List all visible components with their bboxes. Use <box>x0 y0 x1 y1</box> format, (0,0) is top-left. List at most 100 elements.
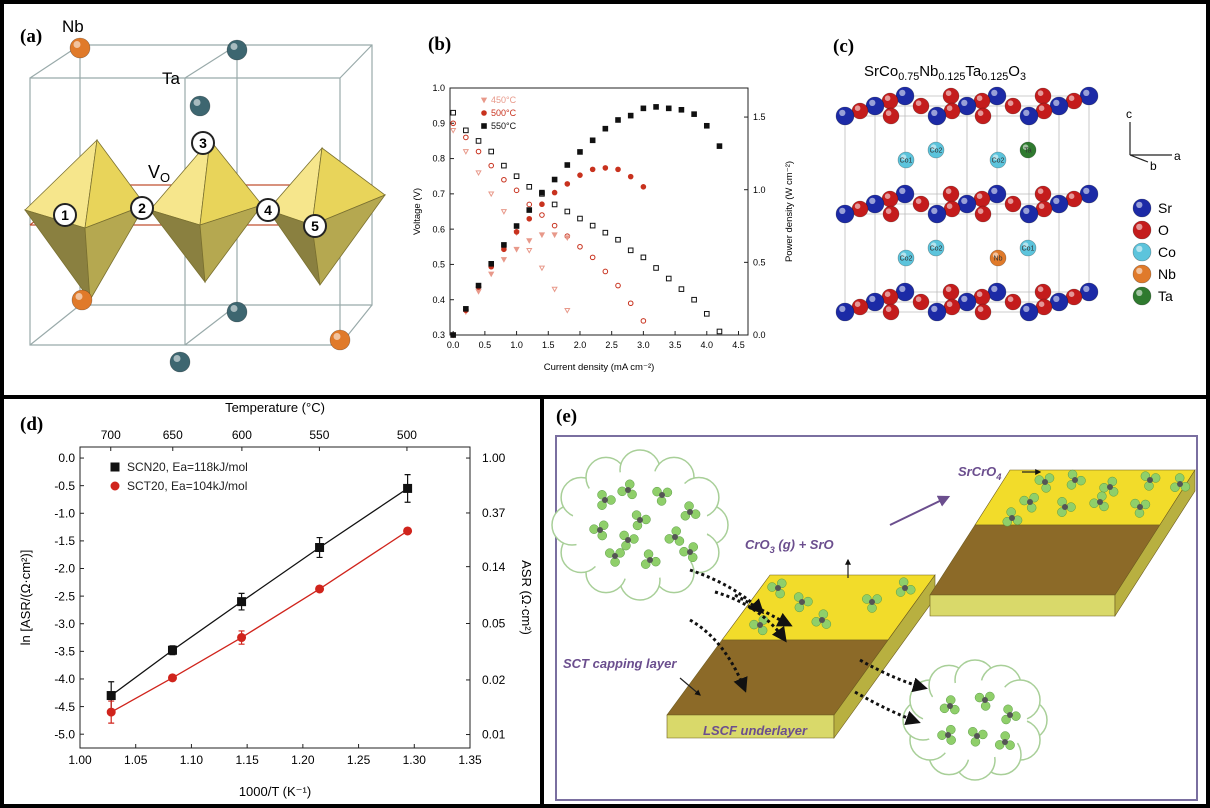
y2-tick-label: 0.02 <box>482 673 506 687</box>
atom-label: Co1 <box>1022 246 1035 253</box>
cr-ball <box>1107 484 1113 490</box>
o-atom-highlight <box>885 95 891 101</box>
o-atom-highlight <box>978 110 984 116</box>
formula-part: V <box>148 162 160 182</box>
marker <box>502 210 507 214</box>
y-tick-label: -2.5 <box>54 589 75 603</box>
sr-atom-highlight <box>1083 188 1089 194</box>
o-atom-highlight <box>916 100 922 106</box>
x-tick-label: 1.0 <box>510 340 523 350</box>
marker <box>603 166 608 171</box>
sr-atom <box>836 107 854 125</box>
x-tick-label: 1.35 <box>458 753 482 767</box>
sr-atom <box>896 283 914 301</box>
sr-atom-highlight <box>931 110 937 116</box>
sr-atom <box>866 195 884 213</box>
chart: 1.001.051.101.151.201.251.301.350.0-0.5-… <box>18 400 534 799</box>
cr-ball <box>819 617 825 623</box>
o-atom <box>1005 196 1021 212</box>
formula-part: SrCo <box>864 63 898 80</box>
cr-ball <box>597 527 603 533</box>
sr-atom-highlight <box>869 100 875 106</box>
o-atom-highlight <box>1039 203 1045 209</box>
y-tick-label: -1.0 <box>54 506 75 520</box>
o-atom <box>943 186 959 202</box>
marker <box>476 171 481 175</box>
marker <box>679 287 684 292</box>
sr-atom-highlight <box>899 286 905 292</box>
marker <box>502 163 507 168</box>
o-atom <box>1066 191 1082 207</box>
marker <box>540 202 545 207</box>
sr-atom-highlight <box>1023 306 1029 312</box>
panel-label: (c) <box>833 36 854 57</box>
marker <box>489 262 494 267</box>
atom-label: Co1 <box>900 158 913 165</box>
x-tick-label: 2.5 <box>605 340 618 350</box>
cr-ball <box>974 733 980 739</box>
formula-part: Ta <box>965 63 982 80</box>
formula-part: Nb <box>919 63 938 80</box>
sr-atom-highlight <box>869 198 875 204</box>
o-atom <box>852 103 868 119</box>
o-atom <box>1036 103 1052 119</box>
cr-ball <box>902 585 908 591</box>
marker <box>502 243 507 248</box>
y-tick-label: -1.5 <box>54 534 75 548</box>
marker <box>578 244 583 249</box>
y-tick-label: 0.3 <box>432 330 445 340</box>
legend-atom-highlight <box>1136 246 1142 252</box>
marker <box>552 190 557 195</box>
o-atom-highlight <box>855 301 861 307</box>
sr-atom-highlight <box>869 296 875 302</box>
sr-atom <box>866 293 884 311</box>
x-tick-label: 3.5 <box>669 340 682 350</box>
o-atom-highlight <box>885 193 891 199</box>
x-tick-label: 1.00 <box>68 753 92 767</box>
marker <box>692 112 697 117</box>
cr-ball <box>1137 504 1143 510</box>
sr-atom-highlight <box>991 188 997 194</box>
marker <box>565 163 570 168</box>
fit-line <box>111 531 407 712</box>
o-atom-highlight <box>1008 198 1014 204</box>
sr-atom <box>1050 97 1068 115</box>
marker <box>552 202 557 207</box>
sr-atom <box>958 195 976 213</box>
y-axis-title: ln [ASR/(Ω·cm²)] <box>18 550 33 646</box>
ta-atom-highlight <box>194 99 201 106</box>
sr-atom <box>988 87 1006 105</box>
marker <box>692 297 697 302</box>
marker <box>616 283 621 288</box>
atom-label: Co2 <box>930 246 943 253</box>
ta-atom <box>170 352 190 372</box>
legend-atom <box>1133 199 1151 217</box>
marker <box>527 185 532 190</box>
o-atom <box>1035 88 1051 104</box>
legend-atom-highlight <box>1136 202 1142 208</box>
sr-atom <box>836 205 854 223</box>
o-atom-highlight <box>1008 296 1014 302</box>
cr-ball <box>647 557 653 563</box>
y2-axis-title: ASR (Ω·cm²) <box>519 560 534 635</box>
o-ball <box>1020 496 1029 505</box>
site-number: 5 <box>311 218 319 234</box>
formula-part: SrCrO <box>958 464 996 479</box>
nb-atom <box>72 290 92 310</box>
panel-label: (b) <box>428 34 451 55</box>
o-atom <box>1005 98 1021 114</box>
marker <box>464 150 469 154</box>
y2-axis-title: Power density (W cm⁻²) <box>784 161 795 262</box>
x-tick-label: 4.5 <box>732 340 745 350</box>
legend-atom <box>1133 221 1151 239</box>
fit-line <box>111 488 407 695</box>
marker <box>590 255 595 260</box>
y-tick-label: -0.5 <box>54 479 75 493</box>
marker <box>451 129 456 133</box>
o-ball <box>1027 503 1036 512</box>
x-tick-label: 1.15 <box>235 753 259 767</box>
o-atom-highlight <box>916 198 922 204</box>
marker <box>704 312 709 317</box>
sr-atom <box>928 107 946 125</box>
o-atom-highlight <box>947 105 953 111</box>
